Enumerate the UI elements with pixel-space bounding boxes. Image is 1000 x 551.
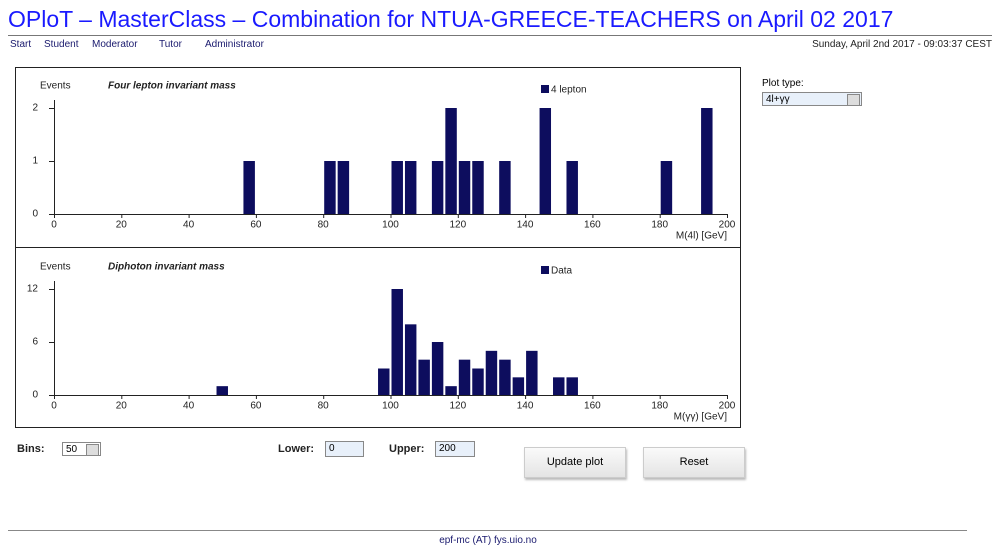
bar [431,161,444,214]
nav-link[interactable]: Start [10,39,32,50]
x-tick-label: 0 [51,220,57,231]
y-tick-label: 1 [32,156,38,167]
bar [485,350,498,395]
bar [660,161,673,214]
nav-link[interactable]: Administrator [205,39,264,50]
y-tick-label: 12 [27,284,39,295]
footer-contact[interactable]: epf-mc (AT) fys.uio.no [439,535,537,546]
lower-input[interactable]: 0 [325,441,364,457]
x-tick-label: 20 [116,220,128,231]
datetime: Sunday, April 2nd 2017 - 09:03:37 CEST [812,39,992,50]
bins-select[interactable]: 50 [62,442,101,456]
nav-link[interactable]: Student [44,39,79,50]
x-tick-label: 60 [250,401,262,412]
bar [418,359,430,395]
upper-input[interactable]: 200 [435,441,475,457]
y-tick-label: 6 [32,337,38,348]
bar [216,386,228,395]
bar [472,161,484,214]
x-tick-label: 160 [584,401,601,412]
x-tick-label: 0 [51,401,57,412]
x-tick-label: 120 [449,220,466,231]
footer-rule [8,530,967,531]
y-tick-label: 2 [32,103,38,114]
bar [324,161,336,214]
bar [553,377,565,395]
x-tick-label: 80 [318,401,330,412]
bar [404,324,417,395]
bar [391,161,403,214]
bar [458,161,471,214]
legend-label: 4 lepton [551,85,587,96]
y-axis-label: Events [40,81,71,92]
x-tick-label: 140 [517,401,534,412]
bar [445,386,457,395]
bar [378,368,390,395]
nav-link[interactable]: Moderator [92,39,138,50]
plot-type-select[interactable]: 4l+γγ [762,92,862,106]
plot-type-label: Plot type: [762,78,804,89]
header-rule [8,35,992,36]
x-tick-label: 80 [318,220,330,231]
bar [566,161,578,214]
x-axis-label: M(γγ) [GeV] [674,412,728,423]
y-tick-label: 0 [32,209,38,220]
page-title: OPloT – MasterClass – Combination for NT… [8,6,894,32]
x-tick-label: 200 [719,220,736,231]
bar [566,377,578,395]
bar [472,368,484,395]
bar [445,108,457,214]
x-tick-label: 100 [382,401,399,412]
legend-swatch [541,266,549,274]
plot-title: Diphoton invariant mass [108,262,225,273]
bar [431,342,444,395]
x-tick-label: 140 [517,220,534,231]
x-axis-label: M(4l) [GeV] [676,231,727,242]
x-tick-label: 180 [651,220,668,231]
legend-label: Data [551,266,573,277]
bar [499,359,511,395]
bar [701,108,713,214]
bar [404,161,417,214]
bar [512,377,525,395]
bar [337,161,350,214]
x-tick-label: 40 [183,401,195,412]
x-tick-label: 180 [651,401,668,412]
y-axis-label: Events [40,262,71,273]
update-button[interactable]: Update plot [524,447,626,478]
x-tick-label: 40 [183,220,195,231]
legend-swatch [541,85,549,93]
x-tick-label: 160 [584,220,601,231]
x-tick-label: 200 [719,401,736,412]
x-tick-label: 120 [449,401,466,412]
bar [391,289,403,395]
nav-link[interactable]: Tutor [159,39,182,50]
bar [499,161,511,214]
lower-label: Lower: [278,443,315,455]
x-tick-label: 20 [116,401,128,412]
x-tick-label: 100 [382,220,399,231]
plot-title: Four lepton invariant mass [108,81,236,92]
bar [526,350,538,395]
bar [539,108,552,214]
y-tick-label: 0 [32,390,38,401]
upper-label: Upper: [389,443,425,455]
x-tick-label: 60 [250,220,262,231]
bins-label: Bins: [17,443,45,455]
bar [458,359,471,395]
bar [243,161,255,214]
reset-button[interactable]: Reset [643,447,745,478]
